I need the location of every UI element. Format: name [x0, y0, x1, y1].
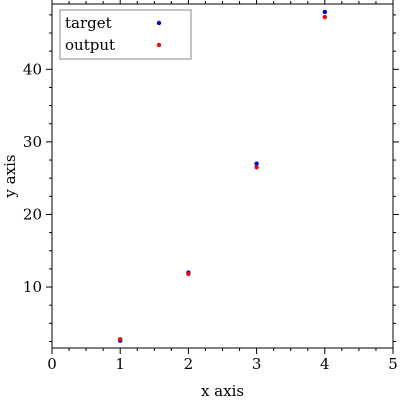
- y-tick-label: 20: [23, 205, 42, 223]
- y-tick-label: 30: [23, 133, 42, 151]
- axis-ticks: [46, 0, 399, 354]
- point-target: [322, 9, 327, 15]
- point-output: [186, 271, 191, 277]
- point-target: [254, 161, 259, 166]
- legend-marker-target: [156, 20, 162, 26]
- x-tick-label: 5: [388, 355, 398, 373]
- legend-label-output: output: [65, 36, 115, 54]
- point-output: [254, 165, 259, 170]
- legend-marker-output: [156, 42, 162, 48]
- x-axis-title: x axis: [201, 382, 244, 400]
- legend: target output: [59, 9, 192, 60]
- x-tick-label: 3: [252, 355, 262, 373]
- x-tick-label: 4: [320, 355, 330, 373]
- y-axis-title: y axis: [1, 154, 19, 198]
- data-points: [118, 9, 327, 343]
- x-tick-label: 0: [47, 355, 57, 373]
- legend-box: [59, 9, 192, 60]
- point-output: [118, 337, 123, 342]
- y-tick-label: 10: [23, 278, 42, 296]
- x-tick-label: 2: [184, 355, 194, 373]
- axis-tick-labels: 0 1 2 3 4 5 10 20 30 40: [23, 60, 398, 373]
- y-tick-label: 40: [23, 60, 42, 78]
- x-tick-label: 1: [115, 355, 125, 373]
- legend-label-target: target: [65, 14, 112, 32]
- point-output: [322, 14, 327, 20]
